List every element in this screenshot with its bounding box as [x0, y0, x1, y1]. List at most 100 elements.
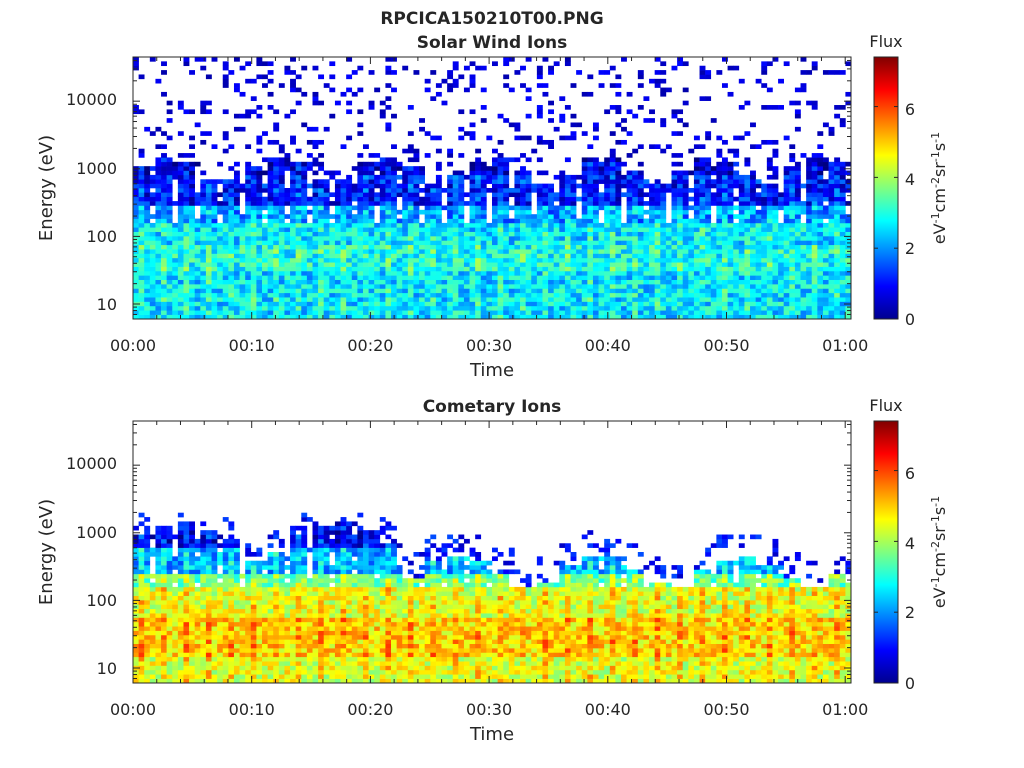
spectrogram-cell: [430, 275, 437, 280]
spectrogram-cell: [699, 214, 706, 219]
spectrogram-cell: [520, 244, 526, 250]
spectrogram-cell: [267, 196, 274, 202]
spectrogram-cell: [789, 218, 796, 224]
spectrogram-cell: [834, 275, 841, 280]
spectrogram-cell: [755, 179, 762, 184]
spectrogram-cell: [682, 279, 689, 285]
spectrogram-cell: [351, 196, 358, 202]
spectrogram-cell: [806, 244, 813, 250]
spectrogram-cell: [693, 201, 700, 206]
spectrogram-cell: [273, 139, 280, 145]
spectrogram-cell: [744, 218, 751, 224]
spectrogram-cell: [705, 305, 712, 311]
spectrogram-cell: [161, 310, 167, 315]
spectrogram-cell: [262, 279, 268, 285]
spectrogram-cell: [452, 201, 459, 206]
spectrogram-cell: [441, 205, 448, 211]
spectrogram-cell: [492, 236, 498, 241]
spectrogram-cell: [273, 166, 280, 171]
spectrogram-cell: [166, 214, 173, 219]
spectrogram-cell: [133, 569, 139, 575]
spectrogram-cell: [189, 301, 195, 307]
spectrogram-cell: [766, 205, 773, 211]
spectrogram-cell: [828, 205, 835, 211]
spectrogram-cell: [200, 139, 207, 145]
spectrogram-cell: [520, 275, 526, 280]
spectrogram-cell: [228, 70, 235, 75]
spectrogram-cell: [144, 617, 151, 623]
spectrogram-cell: [637, 105, 644, 110]
spectrogram-cell: [800, 57, 807, 62]
spectrogram-cell: [783, 284, 790, 289]
spectrogram-cell: [133, 626, 139, 631]
spectrogram-cell: [632, 275, 639, 280]
spectrogram-cell: [643, 270, 650, 276]
spectrogram-cell: [626, 188, 633, 193]
spectrogram-cell: [441, 257, 448, 263]
spectrogram-cell: [233, 262, 240, 267]
spectrogram-cell: [301, 297, 308, 302]
spectrogram-cell: [419, 166, 425, 171]
spectrogram-cell: [536, 253, 543, 259]
spectrogram-cell: [766, 249, 773, 254]
spectrogram-cell: [391, 161, 397, 167]
spectrogram-cell: [564, 214, 571, 219]
spectrogram-cell: [391, 305, 397, 311]
spectrogram-cell: [671, 244, 678, 250]
spectrogram-cell: [447, 179, 454, 184]
spectrogram-cell: [794, 310, 801, 315]
spectrogram-cell: [245, 262, 252, 267]
spectrogram-cell: [385, 192, 392, 198]
spectrogram-cell: [351, 253, 358, 259]
spectrogram-cell: [761, 249, 768, 254]
spectrogram-cell: [407, 253, 414, 259]
spectrogram-cell: [772, 257, 779, 263]
spectrogram-cell: [312, 262, 319, 267]
spectrogram-cell: [138, 678, 145, 683]
spectrogram-cell: [346, 179, 353, 184]
spectrogram-cell: [329, 288, 336, 294]
spectrogram-cell: [542, 209, 549, 215]
spectrogram-cell: [138, 608, 145, 614]
spectrogram-cell: [592, 135, 599, 141]
spectrogram-cell: [520, 201, 526, 206]
spectrogram-cell: [817, 270, 824, 276]
spectrogram-cell: [458, 227, 465, 232]
spectrogram-cell: [329, 275, 336, 280]
spectrogram-cell: [267, 231, 274, 237]
spectrogram-cell: [312, 310, 319, 315]
spectrogram-cell: [396, 188, 403, 193]
spectrogram-cell: [766, 244, 773, 250]
spectrogram-cell: [267, 249, 274, 254]
spectrogram-cell: [738, 301, 745, 307]
spectrogram-cell: [211, 227, 218, 232]
spectrogram-cell: [273, 205, 280, 211]
spectrogram-cell: [362, 144, 369, 149]
spectrogram-cell: [536, 262, 543, 267]
spectrogram-cell: [531, 244, 538, 250]
spectrogram-cell: [492, 209, 498, 215]
spectrogram-cell: [424, 305, 431, 311]
colorbar-tick-label: 0: [905, 310, 915, 329]
spectrogram-cell: [727, 183, 734, 189]
spectrogram-cell: [626, 183, 633, 189]
spectrogram-cell: [469, 244, 476, 250]
spectrogram-cell: [828, 253, 835, 259]
spectrogram-cell: [278, 301, 285, 307]
spectrogram-cell: [744, 288, 751, 294]
spectrogram-cell: [463, 192, 470, 198]
spectrogram-cell: [424, 240, 431, 246]
spectrogram-cell: [486, 292, 493, 298]
spectrogram-cell: [721, 244, 728, 250]
spectrogram-cell: [346, 183, 353, 189]
spectrogram-cell: [278, 157, 285, 163]
spectrogram-cell: [548, 218, 554, 224]
spectrogram-cell: [682, 262, 689, 267]
spectrogram-cell: [391, 87, 397, 93]
spectrogram-cell: [503, 253, 510, 259]
spectrogram-cell: [469, 292, 476, 298]
spectrogram-cell: [553, 192, 560, 198]
spectrogram-cell: [396, 301, 403, 307]
spectrogram-cell: [649, 205, 655, 211]
spectrogram-cell: [609, 179, 616, 184]
